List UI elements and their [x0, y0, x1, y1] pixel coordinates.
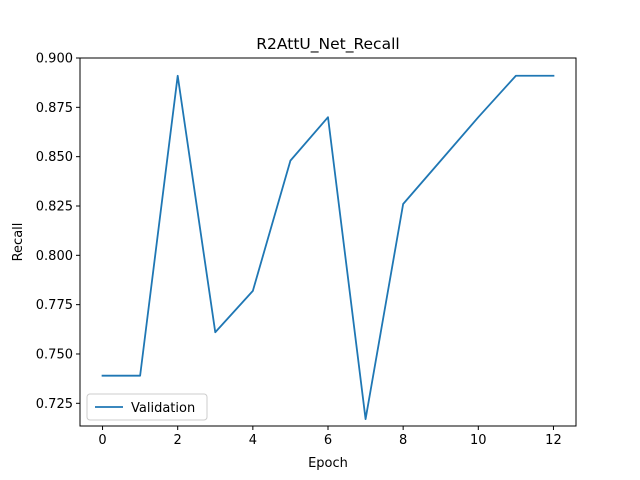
x-tick-label: 2 [174, 433, 182, 448]
x-tick-label: 4 [249, 433, 257, 448]
chart-title: R2AttU_Net_Recall [256, 35, 399, 54]
y-tick-label: 0.850 [36, 150, 73, 165]
axis-ticks: 0 2 4 6 8 10 12 0.725 0.750 0.775 0.800 0.825 0.850 0… [36, 52, 562, 449]
y-tick-label: 0.875 [36, 101, 73, 116]
y-tick-label: 0.900 [36, 52, 73, 67]
x-tick-label: 0 [98, 433, 106, 448]
legend-label-validation: Validation [131, 401, 195, 416]
y-tick-label: 0.775 [36, 298, 73, 313]
axes-frame [79, 57, 577, 427]
x-axis-label: Epoch [308, 456, 348, 471]
x-tick-label: 6 [324, 433, 332, 448]
x-tick-label: 12 [545, 433, 562, 448]
y-tick-label: 0.800 [36, 249, 73, 264]
y-axis-label: Recall [11, 223, 26, 262]
y-tick-label: 0.825 [36, 199, 73, 214]
series-line-validation [101, 74, 555, 420]
legend-box [86, 393, 208, 421]
y-tick-label: 0.750 [36, 347, 73, 362]
y-tick-label: 0.725 [36, 397, 73, 412]
x-tick-label: 10 [470, 433, 487, 448]
legend: Validation [86, 393, 208, 421]
series-layer [101, 74, 555, 420]
x-tick-label: 8 [399, 433, 407, 448]
